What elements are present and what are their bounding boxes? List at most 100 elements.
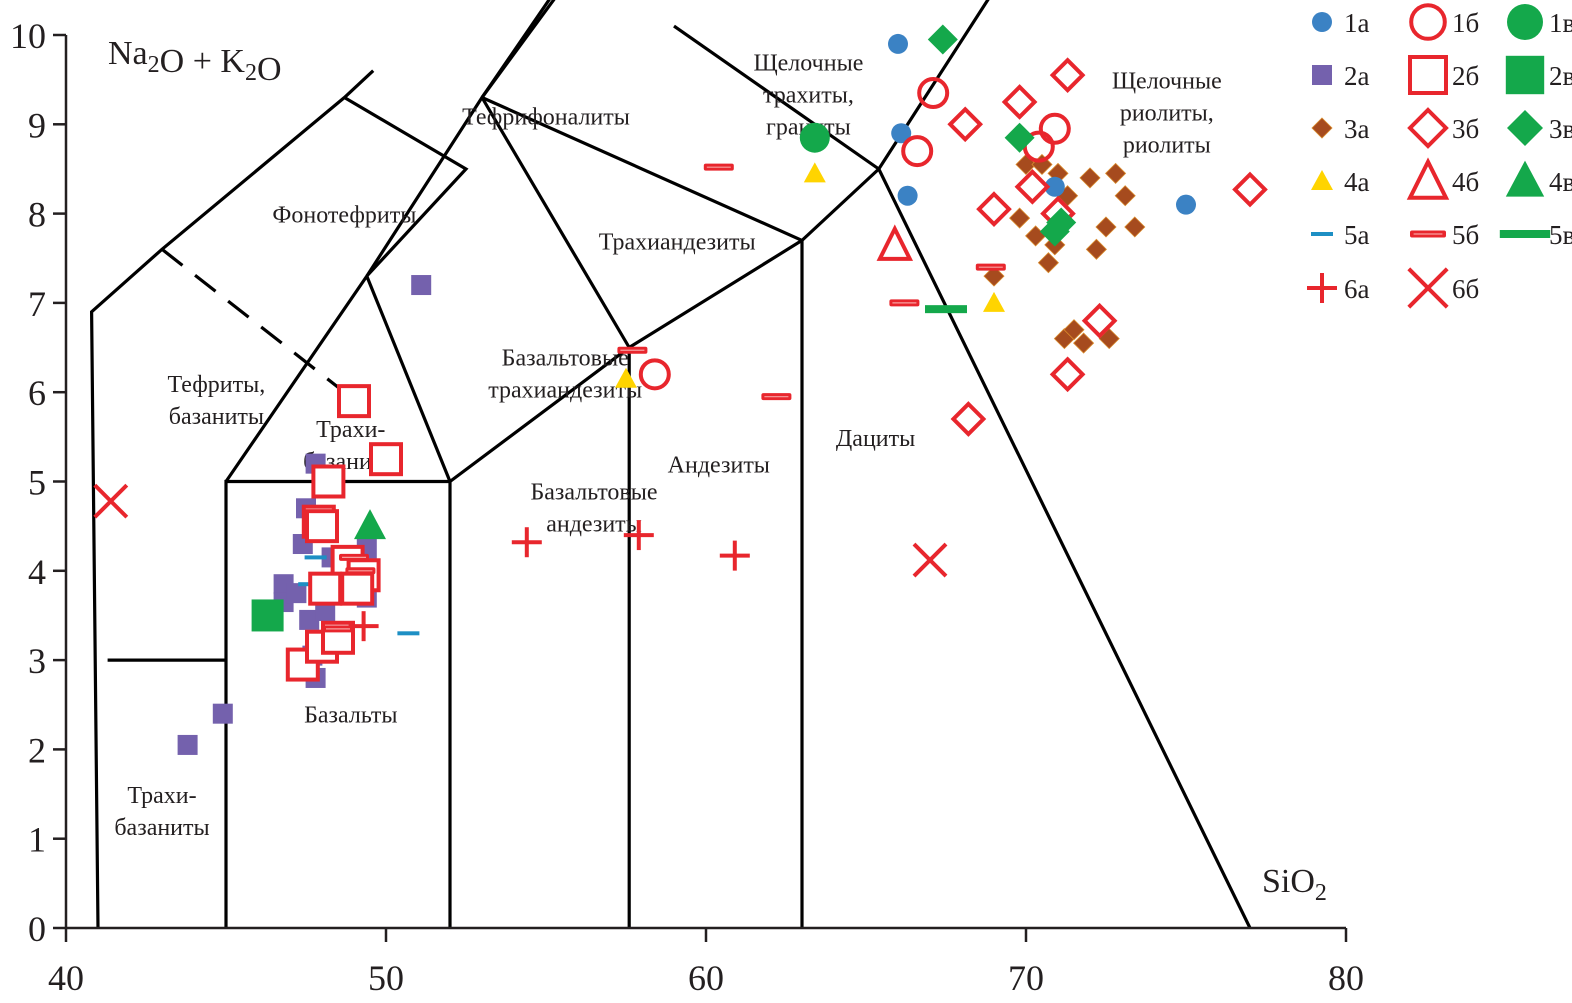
- field-boundaries: [89, 0, 1252, 928]
- y-tick-label: 2: [28, 730, 46, 770]
- y-tick-label: 9: [28, 105, 46, 145]
- legend-marker-2в: [1505, 55, 1545, 95]
- point: [1407, 267, 1449, 309]
- point: [305, 509, 339, 544]
- point: [93, 483, 129, 519]
- legend-marker-5а: [1311, 232, 1333, 236]
- legend-marker-5б: [1410, 230, 1446, 238]
- data-point-3а: [1063, 319, 1085, 341]
- data-point-3а: [1114, 185, 1136, 207]
- point: [615, 367, 637, 388]
- point: [1063, 319, 1085, 341]
- data-point-1а: [891, 123, 912, 144]
- data-point-1б: [917, 77, 950, 110]
- data-point-2б: [311, 464, 346, 499]
- y-axis-title: Na2O + K2O: [108, 35, 282, 88]
- point: [315, 600, 336, 621]
- data-point-5б: [345, 567, 376, 575]
- data-point-2а: [177, 734, 198, 755]
- x-axis-title: SiO2: [1262, 863, 1327, 906]
- point: [411, 275, 432, 296]
- field-label: Базальтовые трахиандезиты: [488, 345, 642, 403]
- field-boundary-line: [480, 96, 631, 349]
- data-point-1в: [799, 122, 830, 153]
- point: [311, 464, 346, 499]
- data-point-3б: [947, 106, 984, 143]
- y-tick-label: 7: [28, 284, 46, 324]
- legend-label: 4б: [1452, 167, 1479, 197]
- point: [1407, 107, 1449, 149]
- legend-marker-1а: [1312, 12, 1332, 32]
- point: [1312, 12, 1332, 32]
- legend-marker-6б: [1407, 267, 1449, 309]
- data-point-6а: [719, 540, 750, 571]
- legend-label: 4в: [1549, 167, 1572, 197]
- field-label: Тефрифоналиты: [462, 104, 630, 130]
- data-point-1а: [1176, 194, 1196, 215]
- legend-label: 3б: [1452, 114, 1479, 144]
- data-point-1б: [638, 358, 671, 391]
- data-point-4а: [615, 367, 637, 388]
- series-6б: [93, 483, 948, 578]
- data-point-5б: [339, 553, 369, 561]
- point: [1176, 194, 1196, 215]
- point: [1409, 3, 1447, 41]
- point: [876, 224, 914, 261]
- data-point-5б: [703, 163, 734, 171]
- point: [1124, 216, 1146, 238]
- legend-label: 6б: [1452, 274, 1479, 304]
- point: [354, 509, 386, 540]
- point: [1312, 65, 1332, 85]
- field-boundary-line: [480, 0, 556, 99]
- legend-marker-3в: [1507, 110, 1543, 146]
- x-tick-label: 50: [368, 958, 404, 998]
- data-point-6а: [511, 527, 542, 558]
- legend-label: 5б: [1452, 220, 1479, 250]
- legend-marker-4б: [1406, 157, 1450, 200]
- point: [638, 358, 671, 391]
- data-point-3а: [1124, 216, 1146, 238]
- legend-label: 3а: [1344, 114, 1370, 144]
- point: [1004, 122, 1035, 153]
- point: [1095, 216, 1117, 238]
- legend-marker-3а: [1311, 117, 1333, 139]
- field-label: Андезиты: [668, 453, 770, 479]
- data-point-2а: [411, 275, 432, 296]
- point: [1081, 302, 1118, 339]
- legend-label: 2а: [1344, 61, 1370, 91]
- data-point-3а: [1073, 332, 1095, 354]
- legend-marker-2а: [1312, 65, 1332, 85]
- point: [397, 631, 420, 636]
- point: [337, 384, 371, 419]
- data-point-3а: [1009, 207, 1031, 229]
- data-point-3б: [950, 401, 987, 437]
- legend-label: 3в: [1549, 114, 1572, 144]
- field-boundary-dashed: [161, 248, 346, 394]
- field-label: Базальты: [304, 703, 397, 729]
- series-4в: [354, 509, 386, 540]
- data-point-2б: [340, 571, 375, 606]
- point: [1507, 4, 1543, 40]
- data-point-5в: [925, 305, 967, 314]
- point: [1049, 57, 1086, 94]
- data-point-5б: [761, 393, 792, 401]
- data-point-3а: [1037, 252, 1059, 274]
- point: [308, 571, 343, 606]
- series-4б: [876, 224, 914, 261]
- data-point-6а: [623, 520, 654, 551]
- legend-label: 1в: [1549, 8, 1572, 38]
- data-point-3а: [983, 265, 1005, 287]
- legend: 1а 1б 1в 2а 2б 2в 3а 3б 3в 4а 4б 4в 5а 5б 5в 6а 6б: [1307, 3, 1572, 309]
- data-point-3б: [1081, 302, 1118, 339]
- data-point-3а: [1079, 167, 1101, 189]
- point: [1046, 207, 1077, 238]
- data-point-3б: [1049, 57, 1086, 94]
- y-tick-label: 1: [28, 820, 46, 860]
- legend-marker-1б: [1409, 3, 1447, 41]
- data-point-2б: [308, 571, 343, 606]
- field-boundary-line: [343, 96, 469, 278]
- data-point-4б: [876, 224, 914, 261]
- field-boundary-line: [224, 0, 551, 483]
- point: [1079, 167, 1101, 189]
